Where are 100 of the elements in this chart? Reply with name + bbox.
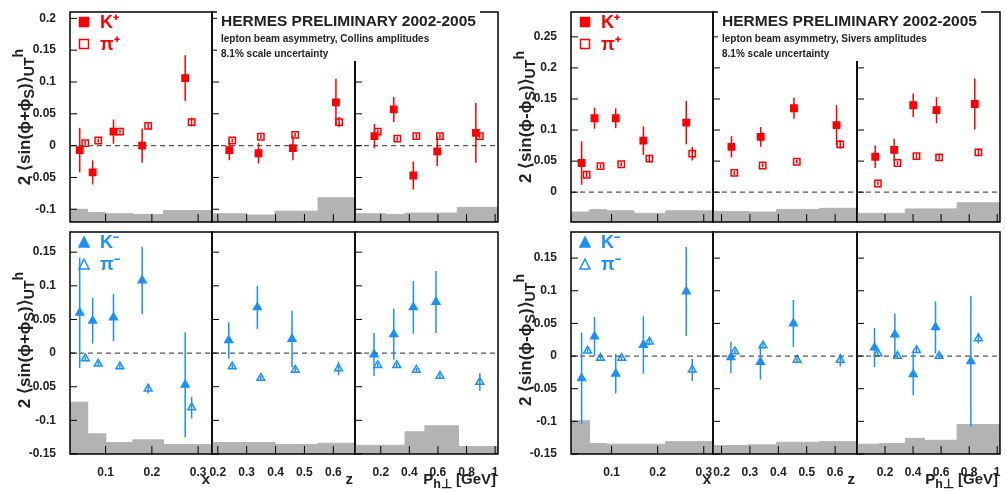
annotation: 8.1% scale uncertainty [722,48,831,59]
y-tick-label: 0.1 [540,283,558,298]
y-tick-label: 0.05 [533,153,558,168]
point [115,361,125,370]
y-tick-label: 0 [550,348,558,363]
chart-title: HERMES PRELIMINARY 2002-2005 [722,12,977,30]
x-tick-label: 0.5 [296,464,314,479]
y-tick-label: 0.15 [32,42,57,57]
x-axis-title: z [345,470,353,488]
x-tick-label: 0.1 [603,464,621,479]
point [873,179,882,188]
point [688,149,697,158]
legend-label: K⁻ [601,231,620,253]
point [392,359,402,369]
point [792,157,801,166]
point [256,372,266,381]
point [228,136,237,145]
legend-label: K⁺ [100,11,119,33]
point [869,342,880,351]
y-tick-label: -0.1 [35,412,57,427]
point [935,153,944,162]
point [227,361,237,370]
point [611,114,620,123]
y-tick-label: 0.25 [533,29,558,44]
point [187,402,197,411]
y-tick-label: -0.15 [529,446,558,461]
point [973,333,984,342]
point [80,353,90,362]
point [617,352,627,362]
point [144,121,153,130]
y-tick-label: 0 [550,184,558,199]
point [81,139,90,148]
point [934,350,944,360]
x-tick-label: 0.3 [741,464,759,479]
point [88,315,98,324]
y-tick-label: 0.2 [540,60,558,75]
point [892,350,903,360]
x-tick-label: 0.3 [238,464,256,479]
y-tick-label: 0.1 [39,74,57,89]
point [644,336,655,345]
point [88,168,97,177]
legend-label: π⁻ [601,253,621,275]
y-tick-label: 0 [49,345,57,360]
point [475,376,485,386]
point [333,363,344,372]
text: lepton beam asymmetry, Sivers amplitudes [722,33,928,44]
x-tick-label: 0.6 [324,464,342,479]
y-tick-label: 0 [49,137,57,152]
y-tick-label: 0.1 [540,122,558,137]
y-tick-label: -0.15 [28,446,57,461]
x-tick-label: 0.4 [904,464,922,479]
x-tick-label: 0.2 [143,464,161,479]
x-tick-label: 0.6 [826,464,844,479]
x-tick-label: 0.4 [401,464,418,479]
point [373,127,382,136]
legend-label: π⁺ [100,33,120,55]
point [225,146,234,155]
legend-label: K⁻ [100,231,119,253]
legend-label: π⁻ [100,253,120,275]
point [435,370,445,379]
y-tick-label: 0.1 [39,278,57,293]
legend-label: K⁺ [601,11,620,33]
x-tick-label: 0.2 [372,464,390,479]
y-tick-label: 0.15 [533,250,558,265]
x-tick-label: 0.2 [713,464,731,479]
point [617,160,626,169]
point [475,132,484,141]
point [577,159,586,167]
point [256,132,265,141]
x-tick-label: 0.2 [209,464,227,479]
point [730,346,740,355]
y-tick-label: 0.15 [32,244,57,259]
annotation: 8.1% scale uncertainty [221,48,330,59]
x-tick-label: 0.2 [649,464,667,479]
point [835,354,845,363]
x-tick-label: 0.1 [97,464,115,479]
text: lepton beam asymmetry, Collins amplitudes [221,33,431,44]
point [682,118,691,127]
point [873,348,883,357]
point [836,140,845,149]
point [582,345,593,354]
point [436,132,444,141]
point [143,383,153,392]
y-tick-label: 0.2 [39,10,57,25]
point [93,358,103,367]
point [639,136,648,145]
point [291,130,300,139]
point [94,136,103,145]
point [792,354,802,363]
y-tick-label: 0.15 [533,91,558,106]
x-axis-title: z [847,470,855,488]
chart-title: HERMES PRELIMINARY 2002-2005 [221,12,476,30]
point [411,364,421,373]
point [756,132,765,141]
x-tick-label: 0.5 [798,464,816,479]
point [911,344,922,354]
point [373,359,383,369]
x-tick-label: 0.4 [769,464,787,479]
point [687,364,697,373]
point [116,127,124,136]
